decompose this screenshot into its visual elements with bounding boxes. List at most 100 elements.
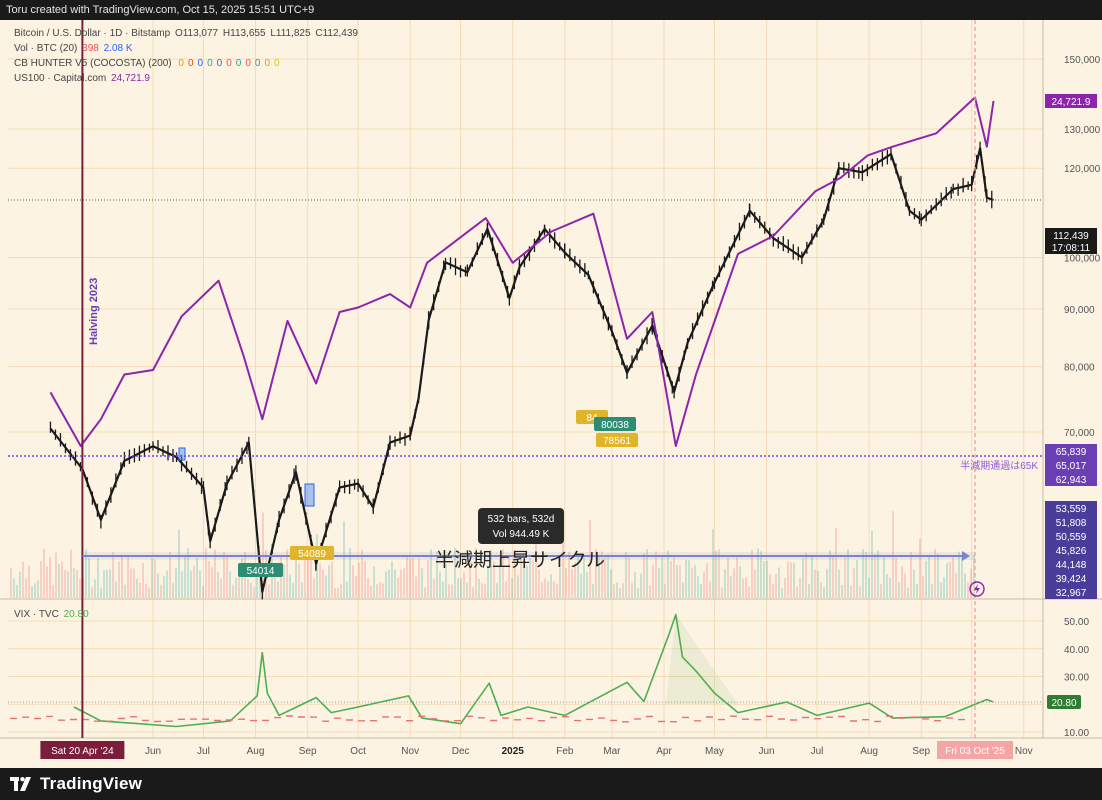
- time-axis-tick: Sep: [299, 746, 317, 757]
- price-badge-vol: [1045, 585, 1097, 599]
- volume-bar: [454, 547, 456, 598]
- volume-bar: [367, 578, 369, 598]
- vix-value: 20.80: [63, 609, 89, 620]
- volume-bar: [751, 549, 753, 598]
- volume-bar: [598, 556, 600, 598]
- volume-bar: [652, 564, 654, 598]
- volume-bar: [889, 577, 891, 598]
- volume-bar: [175, 568, 177, 598]
- volume-bar: [124, 584, 126, 598]
- volume-bar: [217, 572, 219, 598]
- legend-symbol-row[interactable]: Bitcoin / U.S. Dollar · 1D · Bitstamp O1…: [14, 26, 358, 41]
- volume-bar: [280, 556, 282, 598]
- volume-bar: [862, 548, 864, 598]
- volume-bar: [802, 558, 804, 598]
- volume-bar: [382, 583, 384, 598]
- legend-us100-row[interactable]: US100 · Capital.com 24,721.9: [14, 71, 358, 86]
- volume-bar: [733, 568, 735, 598]
- chart-background: [0, 20, 1102, 738]
- volume-bar: [211, 566, 213, 598]
- time-axis-tick: Nov: [1015, 746, 1033, 757]
- volume-bar: [268, 584, 270, 598]
- volume-bar: [412, 557, 414, 598]
- volume-bar: [508, 556, 510, 598]
- volume-bar: [952, 557, 954, 598]
- volume-bar: [892, 511, 894, 598]
- volume-bar: [754, 568, 756, 598]
- volume-bar: [556, 584, 558, 598]
- volume-bar: [421, 568, 423, 598]
- volume-bar: [247, 579, 249, 598]
- volume-bar: [616, 582, 618, 598]
- volume-bar: [190, 570, 192, 598]
- vix-price-badge: [1047, 695, 1081, 710]
- volume-bar: [250, 582, 252, 598]
- volume-bar: [277, 581, 279, 598]
- volume-bar: [778, 567, 780, 598]
- volume-bar: [49, 557, 51, 598]
- volume-bar: [94, 579, 96, 598]
- marker-80038[interactable]: [594, 417, 636, 431]
- volume-bar: [829, 550, 831, 598]
- volume-bar: [184, 556, 186, 598]
- vix-series[interactable]: [73, 613, 994, 728]
- time-axis-tick: Aug: [860, 746, 878, 757]
- price-badge-label: 51,808: [1056, 518, 1087, 529]
- us100-label: US100 · Capital.com: [14, 73, 107, 84]
- price-badge-label: 45,826: [1056, 546, 1087, 557]
- volume-bar: [205, 548, 207, 598]
- measure-tooltip: [478, 508, 564, 544]
- volume-bar: [580, 573, 582, 598]
- close-value: C112,439: [315, 28, 358, 39]
- replay-bolt-icon[interactable]: [969, 581, 985, 597]
- hunter-value: 0: [254, 58, 261, 69]
- volume-bar: [64, 569, 66, 598]
- volume-bar: [760, 551, 762, 598]
- time-axis-tick: 2025: [502, 746, 525, 757]
- volume-bar: [841, 585, 843, 598]
- volume-bar: [643, 553, 645, 598]
- volume-bar: [622, 583, 624, 598]
- volume-bar: [709, 581, 711, 598]
- volume-bar: [55, 552, 57, 598]
- volume-bar: [97, 558, 99, 598]
- volume-bar: [445, 564, 447, 598]
- volume-bar: [328, 565, 330, 598]
- volume-bar: [565, 567, 567, 598]
- volume-bar: [475, 548, 477, 598]
- volume-bar: [949, 561, 951, 598]
- tradingview-logo[interactable]: TradingView: [10, 774, 142, 794]
- vix-axis-tick: 10.00: [1064, 728, 1089, 739]
- volume-bar: [259, 568, 261, 598]
- measure-tooltip-vol: Vol 944.49 K: [493, 529, 550, 540]
- volume-bar: [808, 583, 810, 598]
- volume-bar: [61, 561, 63, 598]
- marker-78561-label: 78561: [603, 436, 631, 447]
- marker-54089[interactable]: [290, 546, 334, 560]
- volume-bar: [430, 549, 432, 598]
- volume-bar: [361, 550, 363, 598]
- price-badge-label: 17:08:11: [1052, 243, 1091, 254]
- chart-caption: Toru created with TradingView.com, Oct 1…: [0, 0, 1102, 20]
- volume-bar: [364, 560, 366, 598]
- volume-bar: [484, 584, 486, 598]
- volume-bar: [13, 578, 15, 598]
- volume-bar: [694, 565, 696, 598]
- main-legend: Bitcoin / U.S. Dollar · 1D · Bitstamp O1…: [14, 26, 358, 86]
- volume-bar: [610, 569, 612, 598]
- chart-canvas[interactable]: Halving 2023 半減期通過は65K 半減期上昇サイクル 532 bars, …: [0, 20, 1102, 768]
- marker-84-label: 84: [586, 413, 598, 424]
- marker-54014[interactable]: [238, 563, 283, 577]
- volume-bar: [433, 578, 435, 598]
- legend-volume-row[interactable]: Vol · BTC (20) 398 2.08 K: [14, 41, 358, 56]
- volume-bar: [322, 569, 324, 598]
- volume-bar: [388, 569, 390, 598]
- vix-legend[interactable]: VIX · TVC 20.80: [14, 609, 89, 620]
- volume-bar: [52, 584, 54, 598]
- marker-78561[interactable]: [596, 433, 638, 447]
- us100-series[interactable]: [49, 96, 995, 447]
- volume-bar: [103, 570, 105, 598]
- vix-axis-tick: 40.00: [1064, 645, 1089, 656]
- volume-bar: [838, 569, 840, 598]
